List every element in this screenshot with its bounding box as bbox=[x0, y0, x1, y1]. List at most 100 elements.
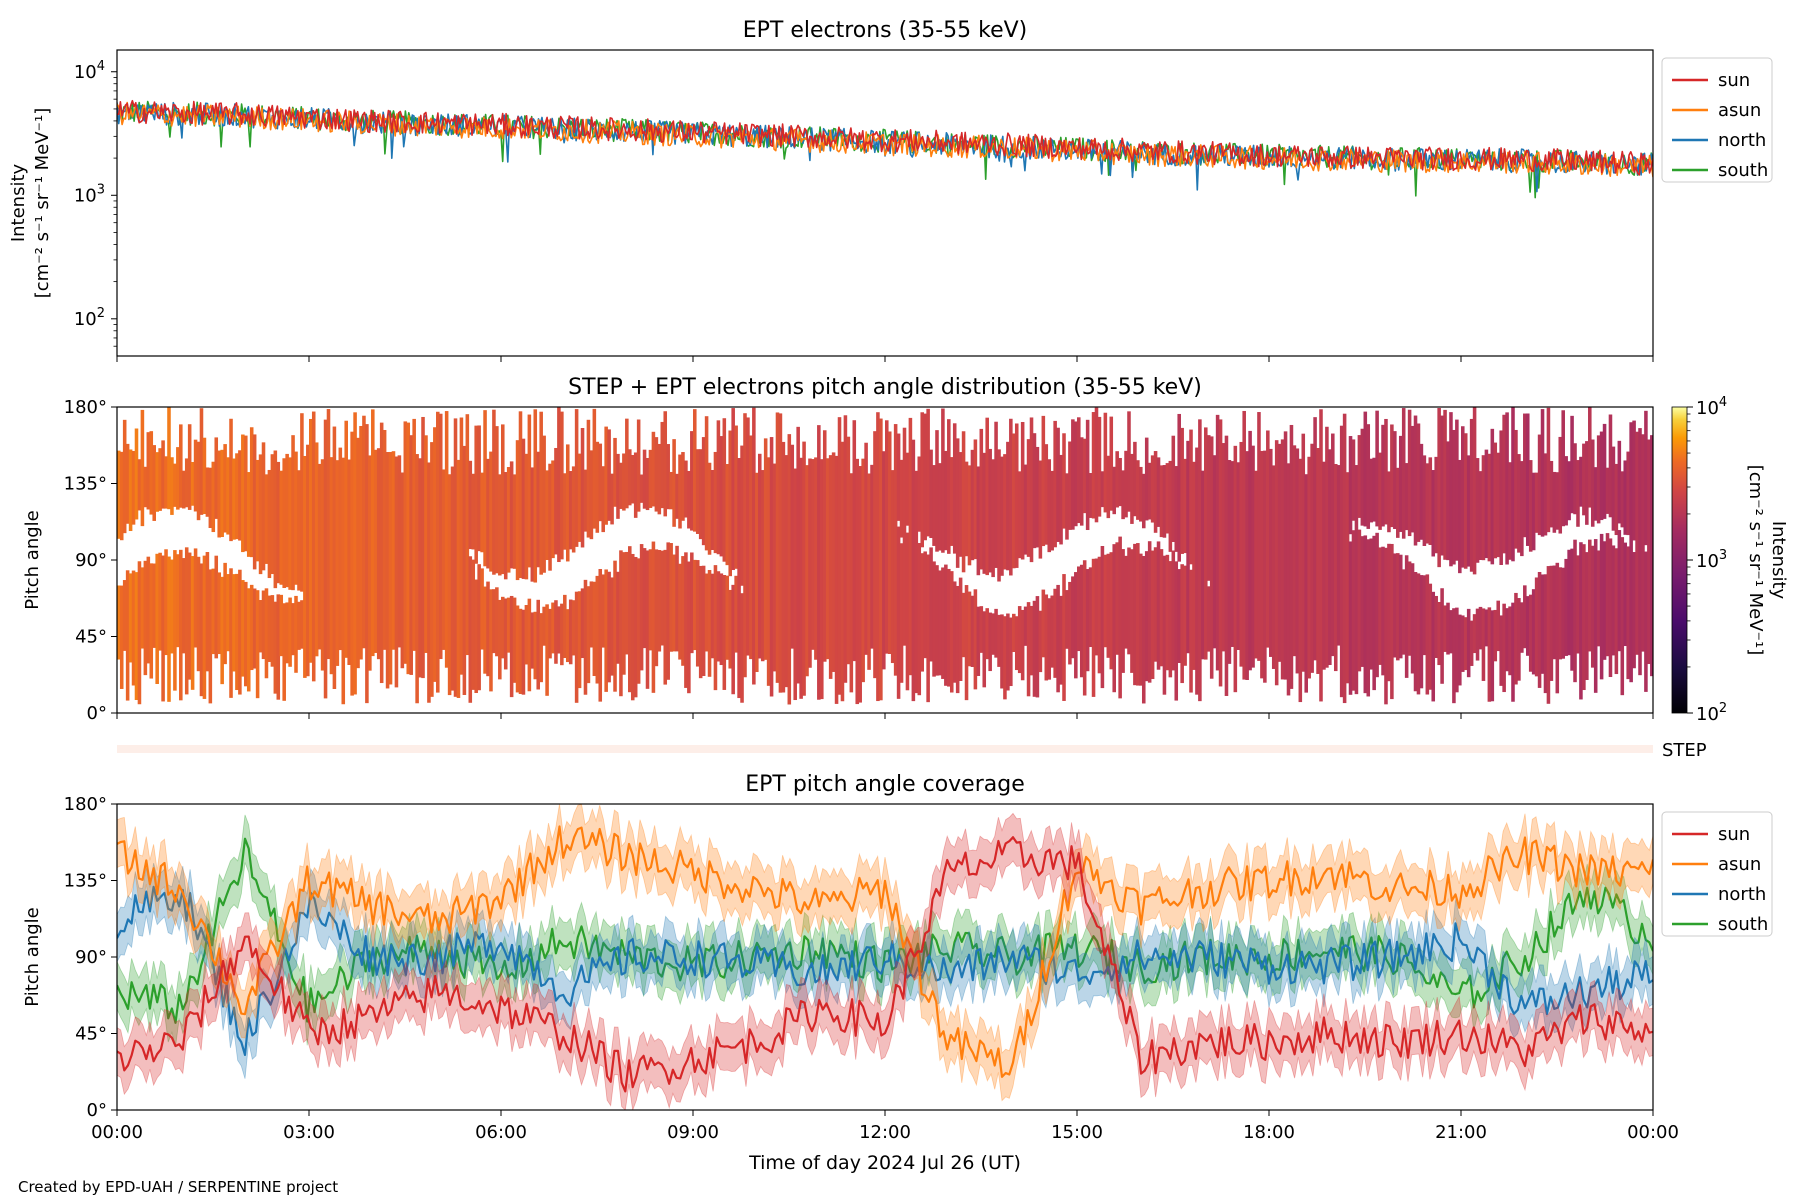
heatmap-cell bbox=[1189, 569, 1193, 693]
heatmap-cell bbox=[338, 447, 343, 651]
heatmap-cell bbox=[418, 458, 422, 678]
heatmap-cell bbox=[849, 473, 854, 693]
heatmap-cell bbox=[598, 568, 603, 702]
heatmap-cell bbox=[1564, 456, 1568, 526]
heatmap-cell bbox=[1319, 409, 1323, 702]
heatmap-cell bbox=[297, 470, 301, 591]
heatmap-cell bbox=[1003, 454, 1007, 570]
heatmap-cell bbox=[503, 598, 508, 670]
heatmap-cell bbox=[607, 571, 611, 683]
heatmap-cell bbox=[1537, 571, 1542, 688]
heatmap-cell bbox=[1006, 613, 1010, 691]
heatmap-cell bbox=[427, 462, 431, 703]
heatmap-cell bbox=[1136, 543, 1140, 686]
heatmap-cell bbox=[1280, 439, 1285, 680]
x-tick-label: 09:00 bbox=[667, 1122, 719, 1143]
heatmap-cell bbox=[509, 461, 514, 569]
x-tick-label: 00:00 bbox=[91, 1122, 143, 1143]
heatmap-cell bbox=[486, 458, 490, 569]
heatmap-cell bbox=[140, 567, 145, 649]
heatmap-cell bbox=[1171, 550, 1176, 671]
heatmap-cell bbox=[1381, 424, 1385, 527]
heatmap-cell bbox=[734, 425, 738, 569]
band-north bbox=[117, 862, 1653, 1079]
series-line-south bbox=[117, 100, 1653, 199]
heatmap-cell bbox=[403, 421, 408, 664]
heatmap-cell bbox=[258, 454, 263, 575]
heatmap-cell bbox=[1461, 426, 1465, 568]
heatmap-cell bbox=[619, 550, 623, 697]
heatmap-cell bbox=[574, 591, 579, 703]
heatmap-cell bbox=[1233, 445, 1238, 693]
heatmap-cell bbox=[373, 449, 378, 653]
heatmap-cell bbox=[908, 417, 913, 676]
heatmap-cell bbox=[893, 424, 898, 676]
colorbar-label-line2: [cm⁻² s⁻¹ sr⁻¹ MeV⁻¹] bbox=[1745, 465, 1766, 656]
heatmap-cell bbox=[1384, 547, 1388, 705]
heatmap-cell bbox=[1139, 466, 1143, 522]
heatmap-cell bbox=[1387, 471, 1391, 533]
colorbar-tick-label: 103 bbox=[1696, 548, 1727, 572]
heatmap-cell bbox=[229, 568, 233, 698]
heatmap-cell bbox=[1168, 561, 1173, 678]
heatmap-cell bbox=[359, 425, 363, 660]
heatmap-cell bbox=[929, 449, 933, 539]
heatmap-cell bbox=[784, 455, 789, 688]
heatmap-cell bbox=[190, 461, 195, 506]
heatmap-cell bbox=[155, 553, 159, 684]
heatmap-cell bbox=[1511, 407, 1515, 562]
heatmap-cell bbox=[725, 464, 730, 566]
heatmap-cell bbox=[1248, 430, 1252, 671]
heatmap-cell bbox=[246, 472, 251, 557]
heatmap-cell bbox=[1230, 461, 1235, 647]
heatmap-cell bbox=[1632, 420, 1636, 541]
heatmap-cell bbox=[707, 462, 712, 555]
heatmap-cell bbox=[509, 595, 514, 698]
heatmap-cell bbox=[713, 565, 718, 691]
heatmap-cell bbox=[571, 600, 576, 656]
heatmap-cell bbox=[391, 451, 396, 650]
heatmap-cell bbox=[1543, 574, 1548, 694]
heatmap-cell bbox=[179, 424, 183, 508]
heatmap-cell bbox=[672, 439, 676, 527]
heatmap-cell bbox=[1396, 553, 1400, 661]
heatmap-cell bbox=[1446, 441, 1450, 561]
heatmap-cell bbox=[840, 441, 845, 702]
heatmap-cell bbox=[456, 459, 461, 698]
heatmap-cell bbox=[698, 449, 703, 540]
heatmap-cell bbox=[858, 466, 862, 703]
heatmap-cell bbox=[834, 455, 839, 704]
heatmap-cell bbox=[1393, 431, 1397, 529]
heatmap-cell bbox=[917, 543, 922, 696]
heatmap-cell bbox=[1608, 414, 1613, 518]
heatmap-cell bbox=[128, 573, 133, 663]
heatmap-cell bbox=[1056, 427, 1060, 542]
heatmap-cell bbox=[973, 439, 978, 560]
heatmap-cell bbox=[613, 437, 617, 507]
heatmap-cell bbox=[255, 590, 260, 699]
heatmap-cell bbox=[1336, 465, 1341, 646]
heatmap-cell bbox=[1407, 409, 1412, 537]
legend-label-north: north bbox=[1718, 130, 1766, 151]
heatmap-cell bbox=[119, 451, 124, 541]
heatmap-cell bbox=[1528, 594, 1533, 672]
heatmap-cell bbox=[1401, 408, 1406, 539]
heatmap-cell bbox=[1449, 610, 1453, 654]
heatmap-cell bbox=[542, 435, 546, 573]
heatmap-cell bbox=[648, 549, 653, 651]
heatmap-cell bbox=[890, 470, 895, 664]
heatmap-cell bbox=[1481, 455, 1486, 561]
heatmap-cell bbox=[276, 594, 281, 700]
heatmap-cell bbox=[1085, 569, 1090, 672]
heatmap-cell bbox=[920, 412, 924, 548]
heatmap-cell bbox=[450, 466, 455, 691]
heatmap-cell bbox=[1009, 418, 1013, 576]
heatmap-cell bbox=[249, 427, 254, 558]
heatmap-cell bbox=[958, 452, 963, 557]
heatmap-cell bbox=[1348, 436, 1353, 535]
heatmap-cell bbox=[719, 573, 724, 666]
heatmap-cell bbox=[1366, 539, 1371, 697]
heatmap-cell bbox=[1623, 460, 1628, 535]
heatmap-cell bbox=[997, 614, 1001, 667]
heatmap-cell bbox=[1440, 588, 1444, 684]
